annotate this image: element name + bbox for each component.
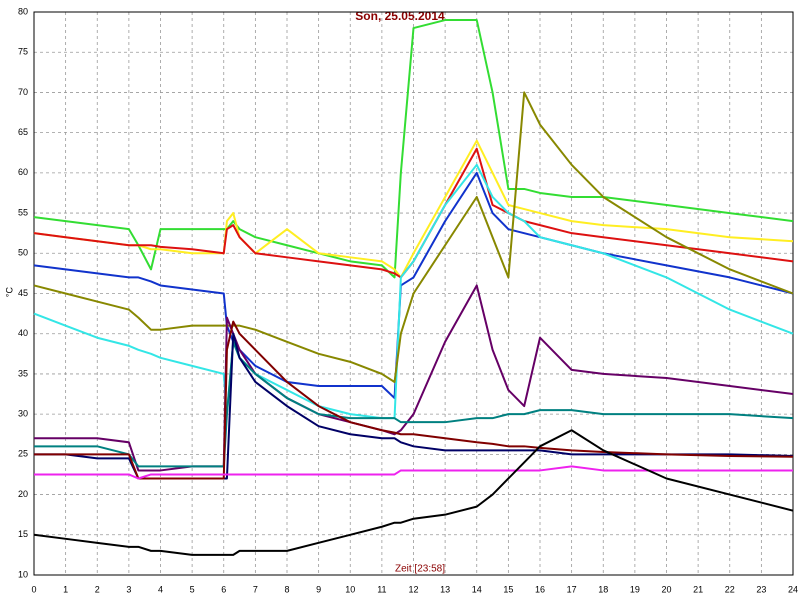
x-tick-label: 2 xyxy=(95,584,100,594)
y-tick-label: 30 xyxy=(18,409,28,419)
x-tick-label: 17 xyxy=(567,584,577,594)
x-axis-label: Zeit [23:58] xyxy=(395,564,445,575)
x-tick-label: 1 xyxy=(63,584,68,594)
x-tick-label: 7 xyxy=(253,584,258,594)
y-tick-label: 35 xyxy=(18,368,28,378)
x-tick-label: 14 xyxy=(472,584,482,594)
y-tick-label: 15 xyxy=(18,529,28,539)
data-line xyxy=(33,19,794,279)
data-line xyxy=(33,163,794,420)
y-tick-label: 80 xyxy=(18,6,28,16)
y-tick-label: 55 xyxy=(18,207,28,217)
y-tick-label: 45 xyxy=(18,288,28,298)
data-line xyxy=(33,91,794,383)
x-tick-label: 16 xyxy=(535,584,545,594)
y-tick-label: 65 xyxy=(18,127,28,137)
x-tick-label: 10 xyxy=(345,584,355,594)
y-axis-label: °C xyxy=(4,286,14,297)
x-tick-label: 20 xyxy=(661,584,671,594)
x-tick-label: 5 xyxy=(190,584,195,594)
x-tick-label: 8 xyxy=(284,584,289,594)
x-tick-label: 12 xyxy=(408,584,418,594)
x-tick-label: 18 xyxy=(598,584,608,594)
x-tick-label: 0 xyxy=(31,584,36,594)
data-line xyxy=(34,340,794,468)
x-tick-label: 13 xyxy=(440,584,450,594)
x-tick-label: 15 xyxy=(503,584,513,594)
y-tick-label: 20 xyxy=(18,489,28,499)
x-tick-label: 21 xyxy=(693,584,703,594)
data-line xyxy=(33,139,794,279)
y-tick-label: 25 xyxy=(18,449,28,459)
x-tick-label: 6 xyxy=(221,584,226,594)
y-tick-label: 10 xyxy=(18,569,28,579)
data-line xyxy=(33,147,794,279)
y-tick-label: 40 xyxy=(18,328,28,338)
data-line xyxy=(34,320,794,480)
x-tick-label: 11 xyxy=(377,584,386,594)
x-tick-label: 23 xyxy=(756,584,766,594)
x-tick-label: 3 xyxy=(126,584,131,594)
data-line xyxy=(33,429,794,556)
x-tick-label: 19 xyxy=(630,584,640,594)
y-tick-label: 75 xyxy=(18,47,28,57)
x-tick-label: 4 xyxy=(158,584,163,594)
y-tick-label: 50 xyxy=(18,248,28,258)
x-tick-label: 22 xyxy=(725,584,735,594)
y-tick-label: 70 xyxy=(18,87,28,97)
chart-title: Son, 25.05.2014 xyxy=(355,9,445,23)
x-tick-label: 9 xyxy=(316,584,321,594)
data-line xyxy=(34,465,793,480)
y-tick-label: 60 xyxy=(18,167,28,177)
x-tick-label: 24 xyxy=(788,584,798,594)
